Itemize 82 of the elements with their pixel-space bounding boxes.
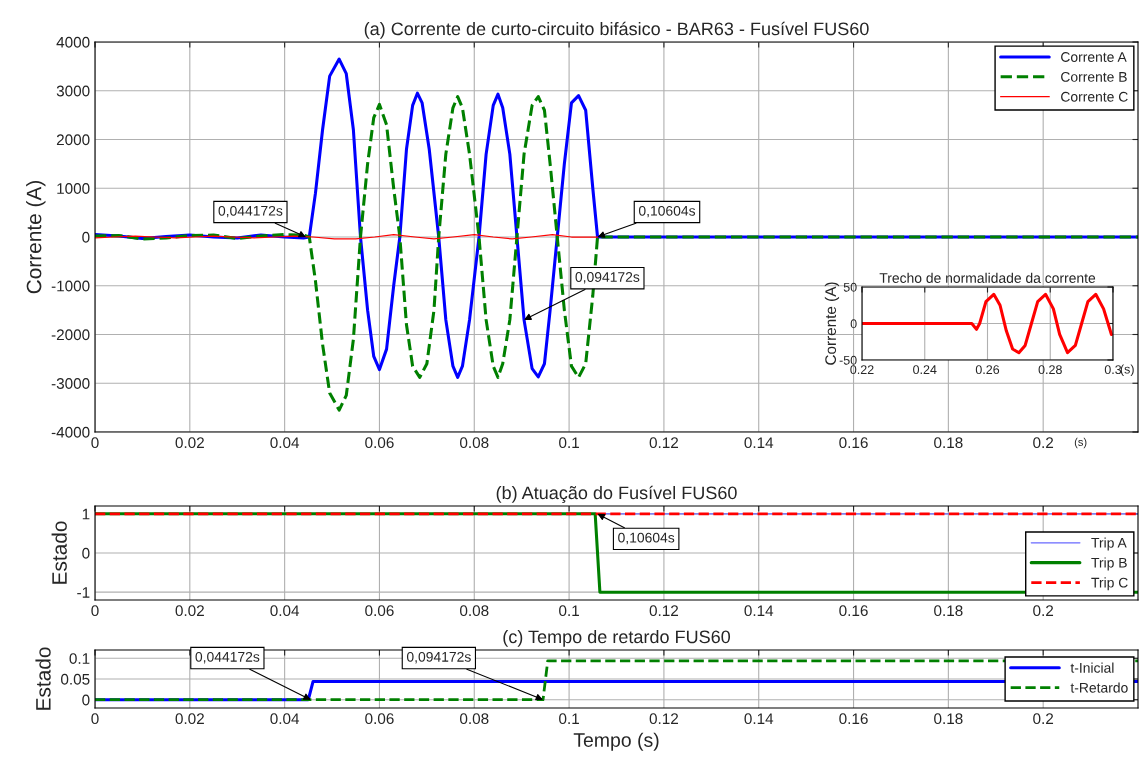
y-tick-label: -1000 bbox=[51, 280, 90, 292]
text: (s) bbox=[1074, 437, 1087, 449]
y-tick-label: -1 bbox=[77, 587, 90, 598]
x-tick-label: 0.14 bbox=[744, 605, 774, 617]
y-axis-title: Estado bbox=[51, 521, 67, 584]
x-tick-label: 0.18 bbox=[934, 713, 963, 725]
x-tick-label: 0.08 bbox=[460, 713, 489, 725]
y-tick-label: 2000 bbox=[56, 134, 90, 146]
x-tick-label: 0.06 bbox=[365, 437, 394, 449]
y-tick-label: 0 bbox=[850, 319, 857, 329]
y-axis-title: Estado bbox=[35, 647, 51, 710]
x-tick-label: 0 bbox=[91, 605, 99, 617]
x-tick-label: 0.12 bbox=[649, 437, 679, 449]
x-tick-label: 0.12 bbox=[649, 713, 679, 725]
y-tick-label: 0.05 bbox=[61, 673, 90, 685]
y-tick-label: 0 bbox=[82, 694, 90, 706]
annotation: 0,044172s bbox=[195, 651, 260, 664]
y-tick-label: 3000 bbox=[56, 85, 90, 97]
x-tick-label: 0.1 bbox=[559, 437, 579, 449]
legend-label: t-Retardo bbox=[1070, 682, 1128, 693]
x-tick-label: 0.14 bbox=[744, 437, 774, 449]
annotation: 0,10604s bbox=[618, 532, 675, 545]
x-tick-label: 0.02 bbox=[175, 713, 204, 725]
y-tick-label: 1 bbox=[82, 508, 90, 520]
legend-label: Trip B bbox=[1091, 557, 1127, 571]
chart-title: (b) Atuação do Fusível FUS60 bbox=[496, 485, 737, 503]
x-tick-label: 0.2 bbox=[1033, 437, 1054, 449]
x-tick-label: 0.28 bbox=[1038, 365, 1062, 375]
annotation: 0,094172s bbox=[406, 651, 471, 664]
chart-title: Trecho de normalidade da corrente bbox=[879, 272, 1096, 283]
y-tick-label: 0 bbox=[82, 547, 90, 559]
x-tick-label: 0 bbox=[91, 713, 99, 725]
x-tick-label: 0.3 bbox=[1104, 365, 1122, 375]
x-tick-label: 0.02 bbox=[175, 437, 204, 449]
annotation: (s) bbox=[1120, 364, 1134, 377]
x-axis-title: Tempo (s) bbox=[573, 732, 659, 751]
x-tick-label: 0.16 bbox=[839, 713, 868, 725]
y-tick-label: 0.1 bbox=[69, 653, 90, 664]
x-tick-label: 0.02 bbox=[175, 605, 204, 617]
x-tick-label: 0.1 bbox=[559, 713, 579, 725]
x-tick-label: 0.18 bbox=[934, 605, 963, 617]
x-tick-label: 0.14 bbox=[744, 713, 774, 725]
y-tick-label: -2000 bbox=[51, 329, 90, 341]
x-tick-label: 0.16 bbox=[839, 605, 868, 617]
y-tick-label: -50 bbox=[839, 355, 857, 365]
x-tick-label: 0.22 bbox=[850, 365, 874, 375]
y-tick-label: -4000 bbox=[51, 426, 90, 438]
x-tick-label: 0.06 bbox=[365, 605, 394, 617]
x-tick-label: 0.2 bbox=[1033, 713, 1054, 725]
annotation: 0,044172s bbox=[218, 205, 283, 218]
legend-label: t-Inicial bbox=[1070, 662, 1114, 673]
x-tick-label: 0.04 bbox=[270, 437, 300, 449]
line-series bbox=[862, 292, 1113, 355]
chart-title: (a) Corrente de curto-circuito bifásico - BAR63 - Fusível FUS60 bbox=[364, 21, 869, 39]
x-tick-label: 0.12 bbox=[649, 605, 679, 617]
x-tick-label: 0.04 bbox=[270, 605, 300, 617]
legend-label: Trip C bbox=[1091, 577, 1128, 591]
x-tick-label: 0.06 bbox=[365, 713, 394, 725]
x-tick-label: 0.04 bbox=[270, 713, 300, 725]
legend-label: Corrente A bbox=[1061, 52, 1127, 62]
y-tick-label: -3000 bbox=[51, 378, 90, 389]
x-tick-label: 0.16 bbox=[839, 437, 868, 449]
legend-label: Trip A bbox=[1091, 537, 1127, 551]
x-tick-label: 0.08 bbox=[460, 605, 489, 617]
y-tick-label: 50 bbox=[843, 282, 857, 292]
x-tick-label: 0.1 bbox=[559, 605, 579, 617]
annotation: 0,10604s bbox=[638, 205, 696, 218]
y-axis-title: Corrente (A) bbox=[824, 282, 840, 365]
x-tick-label: 0.24 bbox=[913, 365, 937, 375]
legend-label: Corrente C bbox=[1061, 91, 1128, 102]
x-tick-label: 0.18 bbox=[934, 437, 963, 449]
annotation: 0,094172s bbox=[575, 272, 640, 284]
y-tick-label: 1000 bbox=[57, 183, 90, 194]
x-tick-label: 0.26 bbox=[975, 365, 1000, 375]
x-tick-label: 0.2 bbox=[1033, 605, 1054, 617]
y-tick-label: 0 bbox=[82, 231, 90, 243]
x-tick-label: 0.08 bbox=[460, 437, 489, 449]
y-tick-label: 4000 bbox=[56, 36, 90, 48]
legend-label: Corrente B bbox=[1061, 71, 1127, 82]
chart-title: (c) Tempo de retardo FUS60 bbox=[503, 629, 731, 647]
x-tick-label: 0 bbox=[91, 437, 99, 449]
y-axis-title: Corrente (A) bbox=[26, 180, 46, 294]
